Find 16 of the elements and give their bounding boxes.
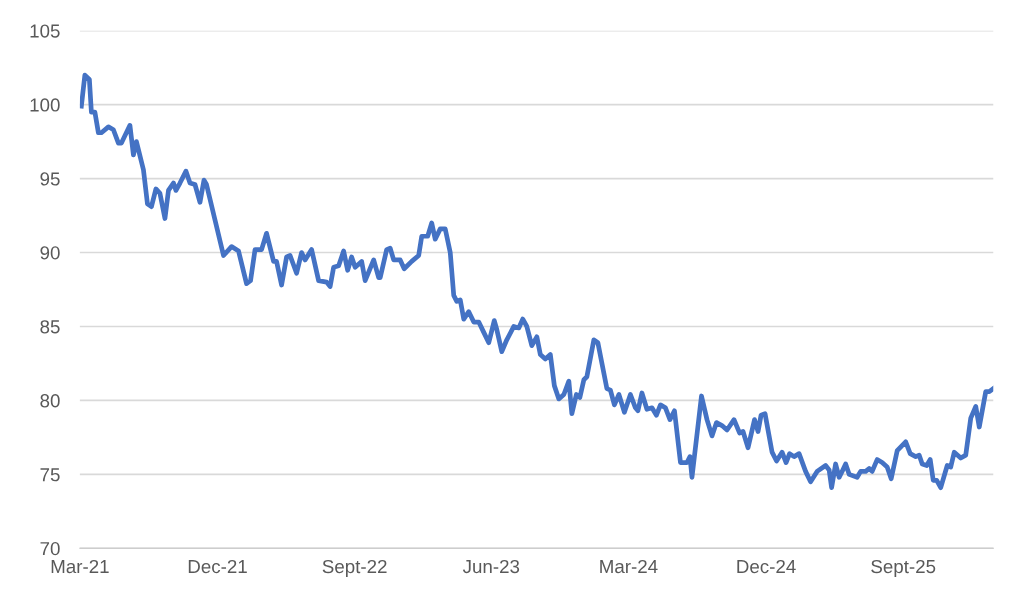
x-tick-label: Dec-24	[737, 559, 796, 574]
y-tick-label: 95	[40, 172, 60, 186]
y-tick-label: 100	[30, 98, 60, 112]
x-tick-label: Mar-21	[51, 559, 109, 574]
y-tick-label: 90	[40, 246, 60, 260]
y-tick-label: 85	[40, 320, 60, 334]
y-tick-label: 75	[40, 468, 60, 482]
x-tick-label: Dec-21	[188, 559, 247, 574]
x-tick-label: Sept-25	[871, 559, 936, 577]
x-tick-label: Jun-23	[462, 559, 520, 574]
x-tick-label: Mar-24	[600, 559, 658, 574]
x-tick-label: Sept-22	[322, 559, 387, 577]
y-tick-label: 80	[40, 394, 60, 408]
y-tick-label: 105	[30, 24, 60, 38]
y-tick-label: 70	[40, 542, 60, 556]
line-series	[79, 72, 994, 491]
